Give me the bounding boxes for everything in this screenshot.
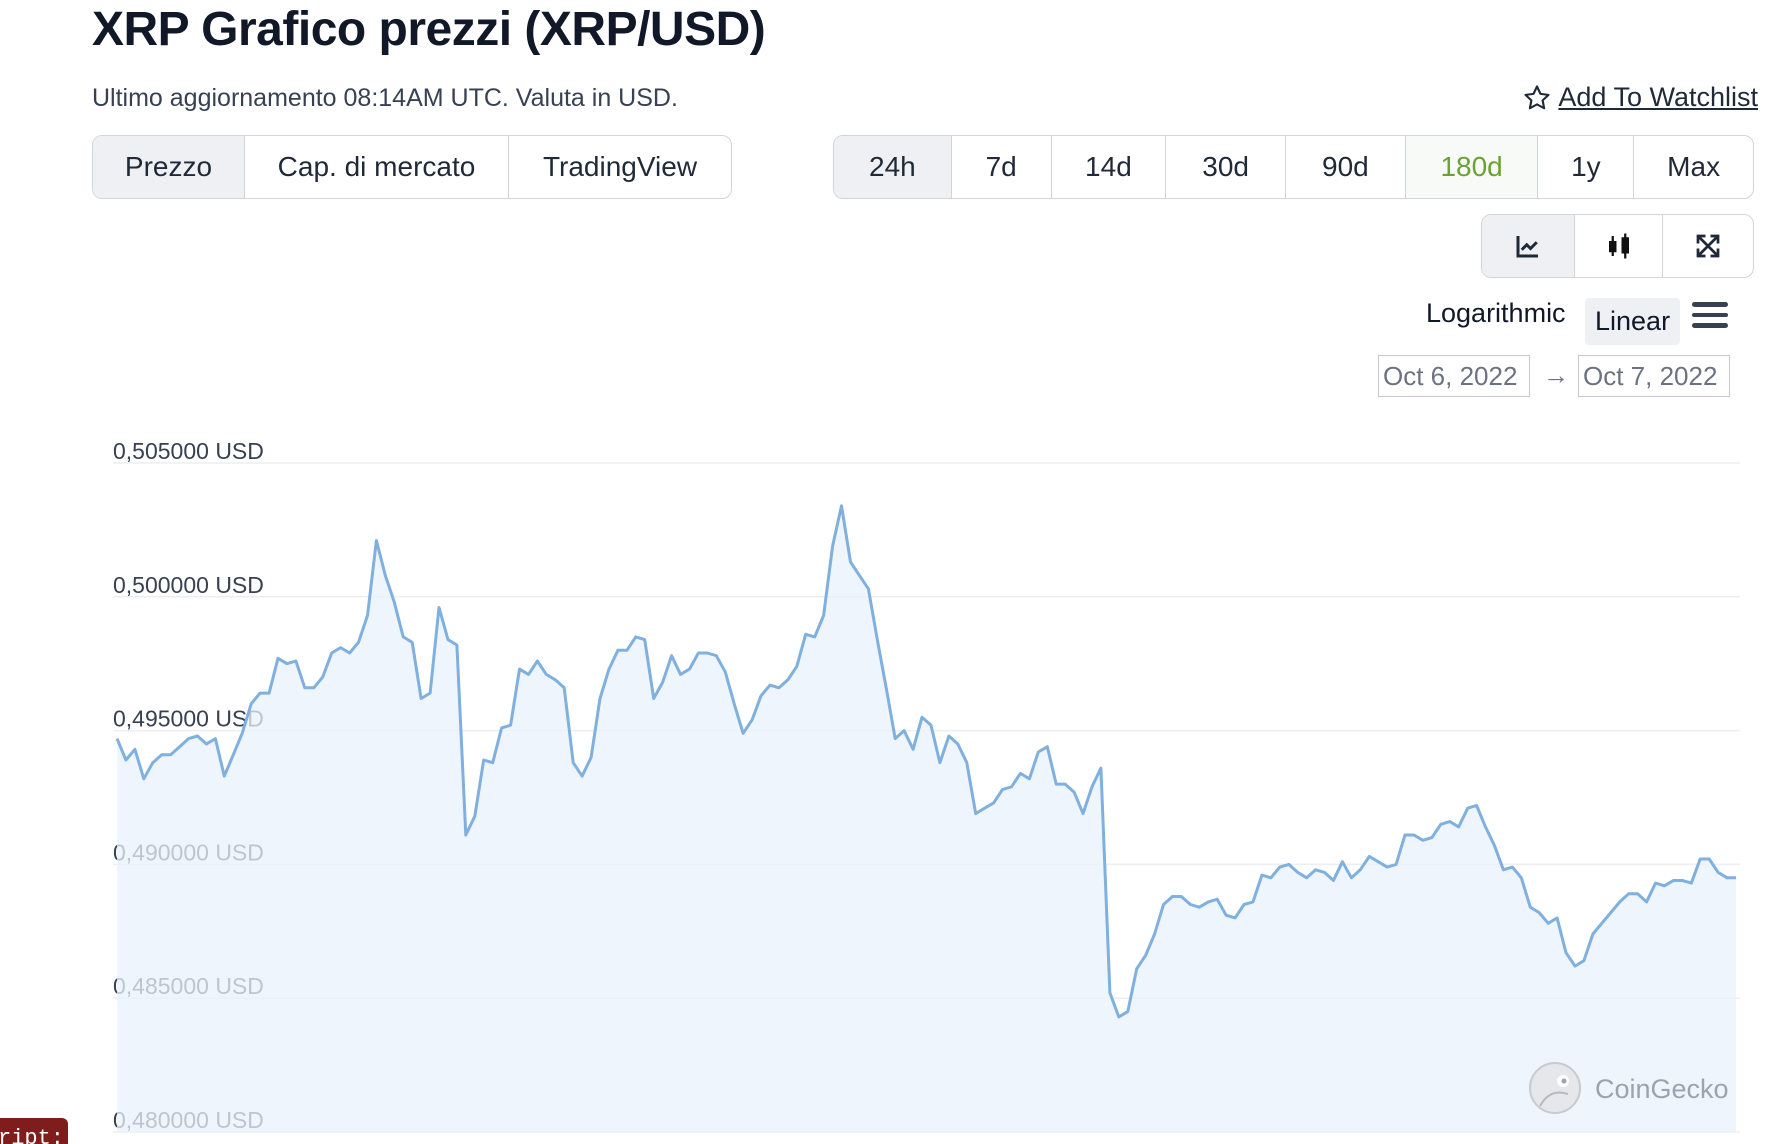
tab-tradingview[interactable]: TradingView <box>542 151 698 182</box>
tab-market-cap[interactable]: Cap. di mercato <box>245 136 509 198</box>
line-chart-button[interactable] <box>1482 215 1575 277</box>
watchlist-label: Add To Watchlist <box>1558 82 1758 112</box>
range-7d[interactable]: 7d <box>952 136 1052 198</box>
coingecko-logo-icon <box>1529 1062 1581 1114</box>
tab-prezzo[interactable]: Prezzo <box>93 136 245 198</box>
range-1y[interactable]: 1y <box>1538 136 1635 198</box>
last-update-text: Ultimo aggiornamento 08:14AM UTC. Valuta… <box>92 84 678 112</box>
add-to-watchlist-link[interactable]: Add To Watchlist <box>1522 82 1758 113</box>
coingecko-watermark: CoinGecko <box>1595 1074 1729 1104</box>
scale-logarithmic-option[interactable]: Logarithmic <box>1426 298 1566 328</box>
view-mode-toggle <box>1481 214 1754 278</box>
line-chart-icon <box>1516 236 1538 258</box>
time-range-tabs: 24h 7d 14d 30d 90d 180d 1y Max <box>833 135 1754 199</box>
script-badge: ript:: <box>0 1118 77 1144</box>
chart-type-tabs: Prezzo Cap. di mercato TradingView <box>92 135 732 199</box>
y-tick-label: 0,500000 USD <box>113 572 264 598</box>
price-area-fill <box>117 505 1736 1132</box>
chart-menu-icon[interactable] <box>1692 302 1728 332</box>
range-14d[interactable]: 14d <box>1052 136 1167 198</box>
arrow-right-icon: → <box>1543 360 1569 390</box>
scale-linear-option[interactable]: Linear <box>1585 298 1681 345</box>
candlestick-button[interactable] <box>1575 215 1663 277</box>
range-24h[interactable]: 24h <box>834 136 952 198</box>
date-from-input[interactable]: Oct 6, 2022 <box>1378 355 1530 397</box>
fullscreen-button[interactable] <box>1663 215 1753 277</box>
y-tick-label: 0,505000 USD <box>113 438 264 464</box>
range-90d[interactable]: 90d <box>1286 136 1406 198</box>
price-line <box>115 504 1736 1019</box>
y-tick-label: 0,495000 USD <box>113 706 264 732</box>
fullscreen-icon <box>1696 234 1720 258</box>
date-to-input[interactable]: Oct 7, 2022 <box>1578 355 1730 397</box>
range-max[interactable]: Max <box>1667 151 1721 182</box>
page-title: XRP Grafico prezzi (XRP/USD) <box>92 3 766 56</box>
range-30d[interactable]: 30d <box>1166 136 1287 198</box>
range-180d[interactable]: 180d <box>1405 136 1539 198</box>
star-icon <box>1524 84 1550 109</box>
candlestick-icon <box>1608 233 1629 259</box>
